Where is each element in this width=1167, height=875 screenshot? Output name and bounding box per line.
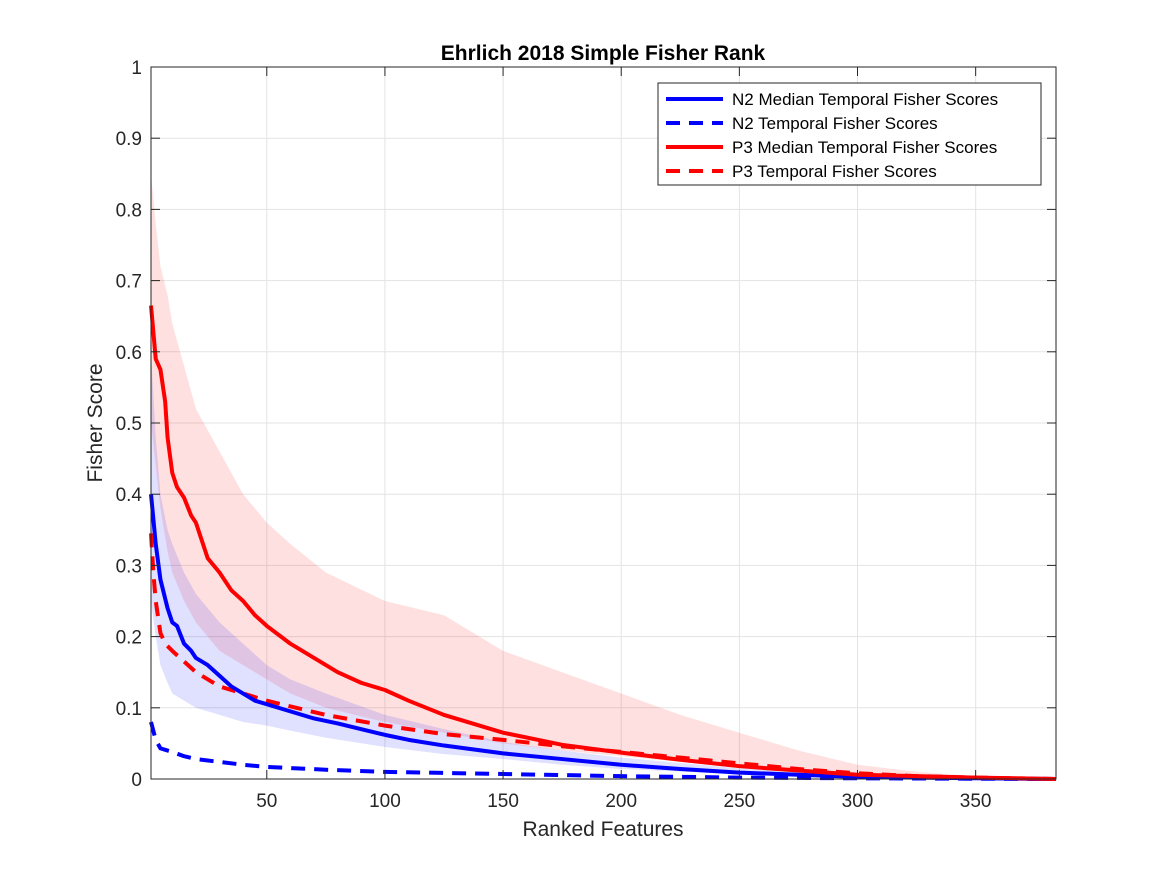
y-tick-label: 0.7 [116, 272, 142, 293]
legend-label: N2 Temporal Fisher Scores [732, 114, 938, 133]
series-n2-temporal-fisher-scores [149, 721, 1057, 781]
y-tick-label: 0.9 [116, 129, 142, 150]
x-tick-label: 200 [605, 791, 637, 812]
y-tick-label: 1 [131, 58, 142, 79]
y-tick-label: 0.5 [116, 414, 142, 435]
legend-label: P3 Median Temporal Fisher Scores [732, 138, 997, 157]
series-n2-median-temporal-fisher-scores [149, 494, 1057, 781]
x-tick-label: 100 [369, 791, 401, 812]
y-tick-label: 0.8 [116, 200, 142, 221]
y-tick-label: 0.4 [116, 485, 143, 506]
tick-labels: 50 100 150 200 250 300 350 0 0.1 0.2 0.3 0.4 0.5 0.6 0… [116, 58, 992, 812]
x-tick-label: 350 [960, 791, 992, 812]
x-axis-label: Ranked Features [522, 818, 683, 841]
y-tick-label: 0.6 [116, 343, 142, 364]
legend: N2 Median Temporal Fisher Scores N2 Tempo… [657, 82, 1042, 186]
y-tick-label: 0 [131, 770, 142, 791]
x-tick-label: 150 [487, 791, 519, 812]
series-lines [149, 305, 1057, 781]
y-axis-label: Fisher Score [84, 363, 107, 482]
band-0 [151, 173, 1056, 780]
legend-label: P3 Temporal Fisher Scores [732, 162, 937, 181]
confidence-bands [151, 173, 1056, 780]
x-tick-label: 250 [724, 791, 756, 812]
x-tick-label: 50 [256, 791, 277, 812]
series-p3-median-temporal-fisher-scores [149, 305, 1057, 781]
legend-label: N2 Median Temporal Fisher Scores [732, 90, 998, 109]
axes [150, 66, 1057, 780]
y-tick-label: 0.2 [116, 628, 142, 649]
chart-title: Ehrlich 2018 Simple Fisher Rank [441, 42, 766, 65]
y-tick-label: 0.1 [116, 699, 142, 720]
y-tick-label: 0.3 [116, 556, 142, 577]
x-tick-label: 300 [842, 791, 874, 812]
